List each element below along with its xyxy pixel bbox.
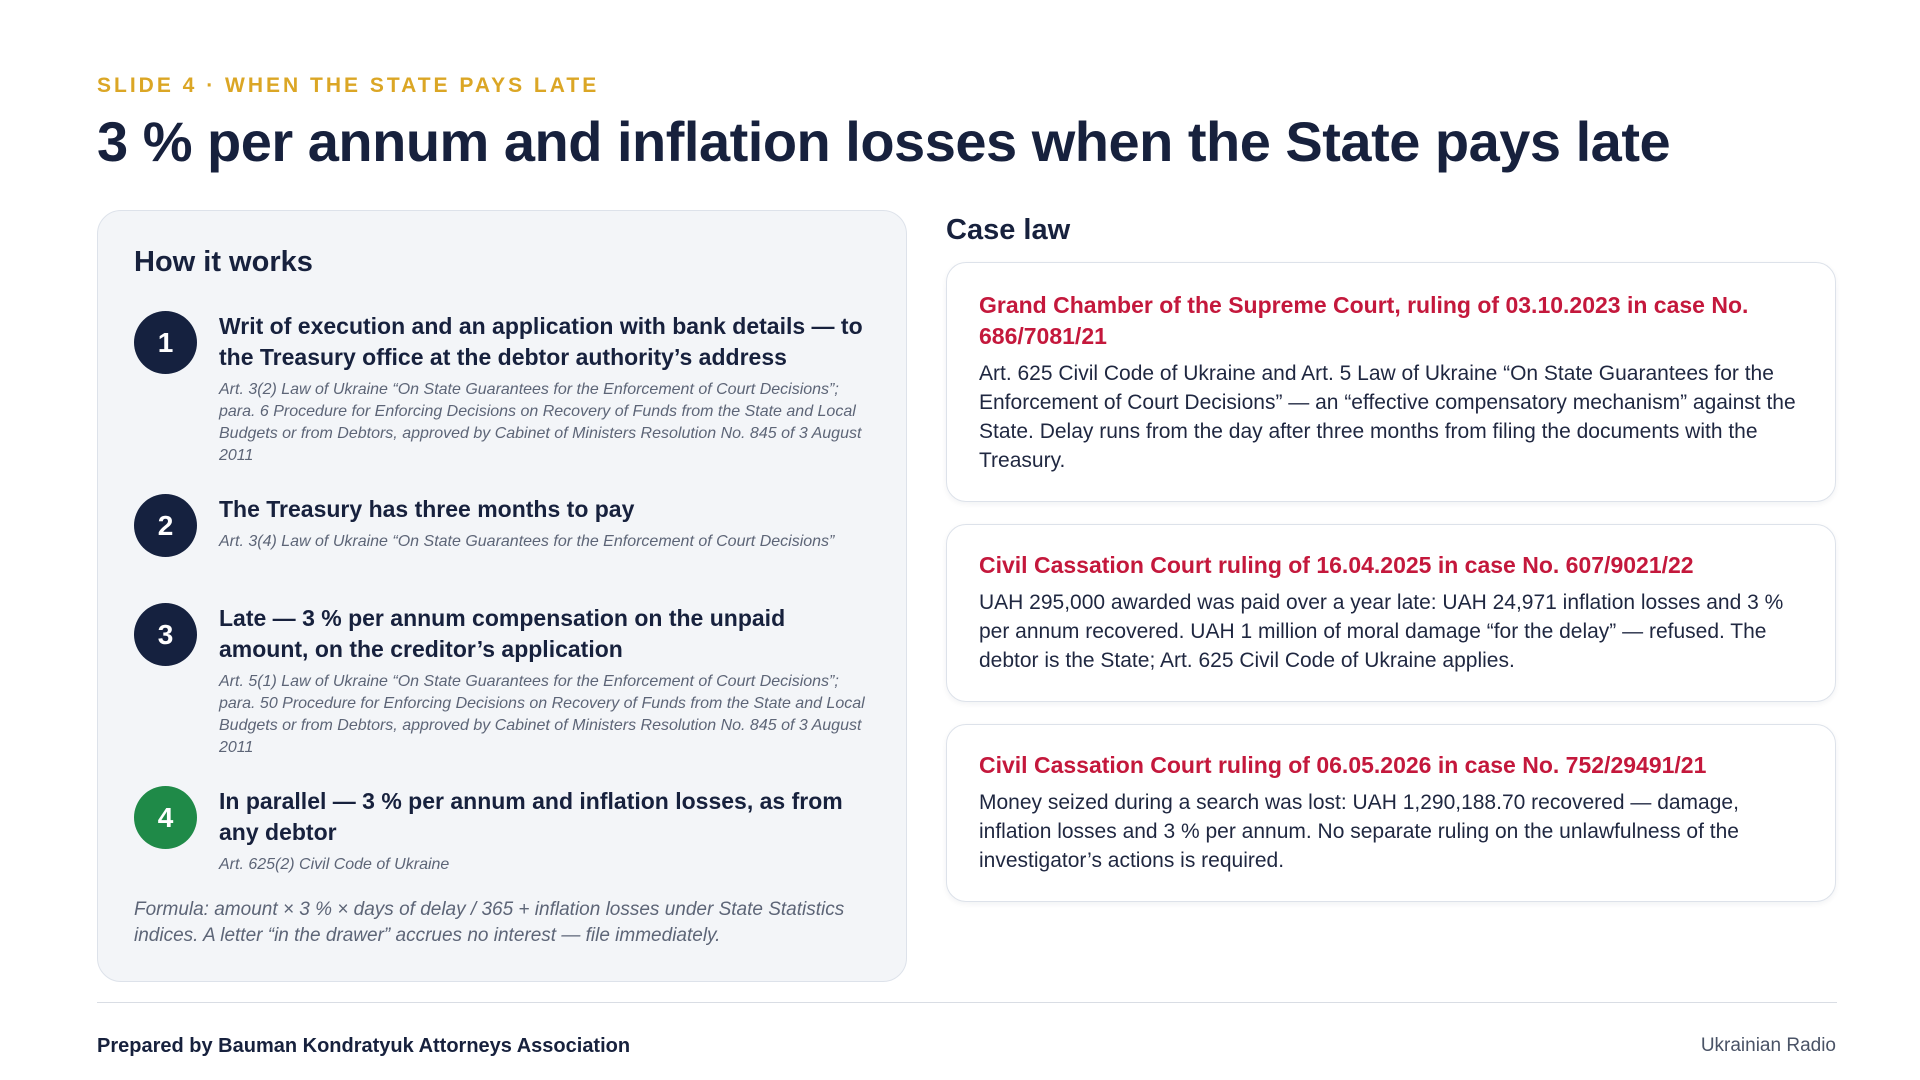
how-it-works-panel: How it works 1 Writ of execution and an …	[97, 210, 907, 982]
how-it-works-title: How it works	[134, 246, 313, 278]
case-card-1: Grand Chamber of the Supreme Court, ruli…	[946, 262, 1836, 502]
step-reference: Art. 5(1) Law of Ukraine “On State Guara…	[219, 673, 865, 756]
case-card-2: Civil Cassation Court ruling of 16.04.20…	[946, 524, 1836, 702]
case-text: UAH 295,000 awarded was paid over a year…	[979, 591, 1784, 672]
step-number-badge: 3	[134, 603, 197, 666]
step-heading: Writ of execution and an application wit…	[219, 313, 863, 370]
case-heading: Civil Cassation Court ruling of 16.04.20…	[979, 552, 1694, 578]
step-body: Writ of execution and an application wit…	[219, 311, 874, 467]
slide-kicker: SLIDE 4 · WHEN THE STATE PAYS LATE	[97, 74, 600, 97]
step-heading: In parallel — 3 % per annum and inflatio…	[219, 788, 843, 845]
case-text: Art. 625 Civil Code of Ukraine and Art. …	[979, 362, 1796, 472]
footer-source: Ukrainian Radio	[1700, 1035, 1836, 1056]
step-reference: Art. 3(4) Law of Ukraine “On State Guara…	[219, 533, 835, 550]
step-heading: The Treasury has three months to pay	[219, 496, 635, 522]
slide-title: 3 % per annum and inflation losses when …	[97, 110, 1671, 173]
case-heading: Civil Cassation Court ruling of 06.05.20…	[979, 752, 1707, 778]
footer-credit: Prepared by Bauman Kondratyuk Attorneys …	[97, 1035, 631, 1057]
step-heading: Late — 3 % per annum compensation on the…	[219, 605, 786, 662]
step-body: Late — 3 % per annum compensation on the…	[219, 603, 874, 759]
footer-divider	[97, 1002, 1837, 1003]
step-number-badge: 1	[134, 311, 197, 374]
case-text: Money seized during a search was lost: U…	[979, 791, 1739, 872]
step-reference: Art. 625(2) Civil Code of Ukraine	[219, 856, 450, 873]
case-heading: Grand Chamber of the Supreme Court, ruli…	[979, 292, 1749, 349]
step-body: In parallel — 3 % per annum and inflatio…	[219, 786, 874, 876]
step-number-badge: 4	[134, 786, 197, 849]
step-body: The Treasury has three months to pay Art…	[219, 494, 874, 553]
case-law-title: Case law	[946, 214, 1071, 246]
case-card-3: Civil Cassation Court ruling of 06.05.20…	[946, 724, 1836, 902]
formula-note: Formula: amount × 3 % × days of delay / …	[134, 899, 845, 946]
step-reference: Art. 3(2) Law of Ukraine “On State Guara…	[219, 381, 862, 464]
step-number-badge: 2	[134, 494, 197, 557]
